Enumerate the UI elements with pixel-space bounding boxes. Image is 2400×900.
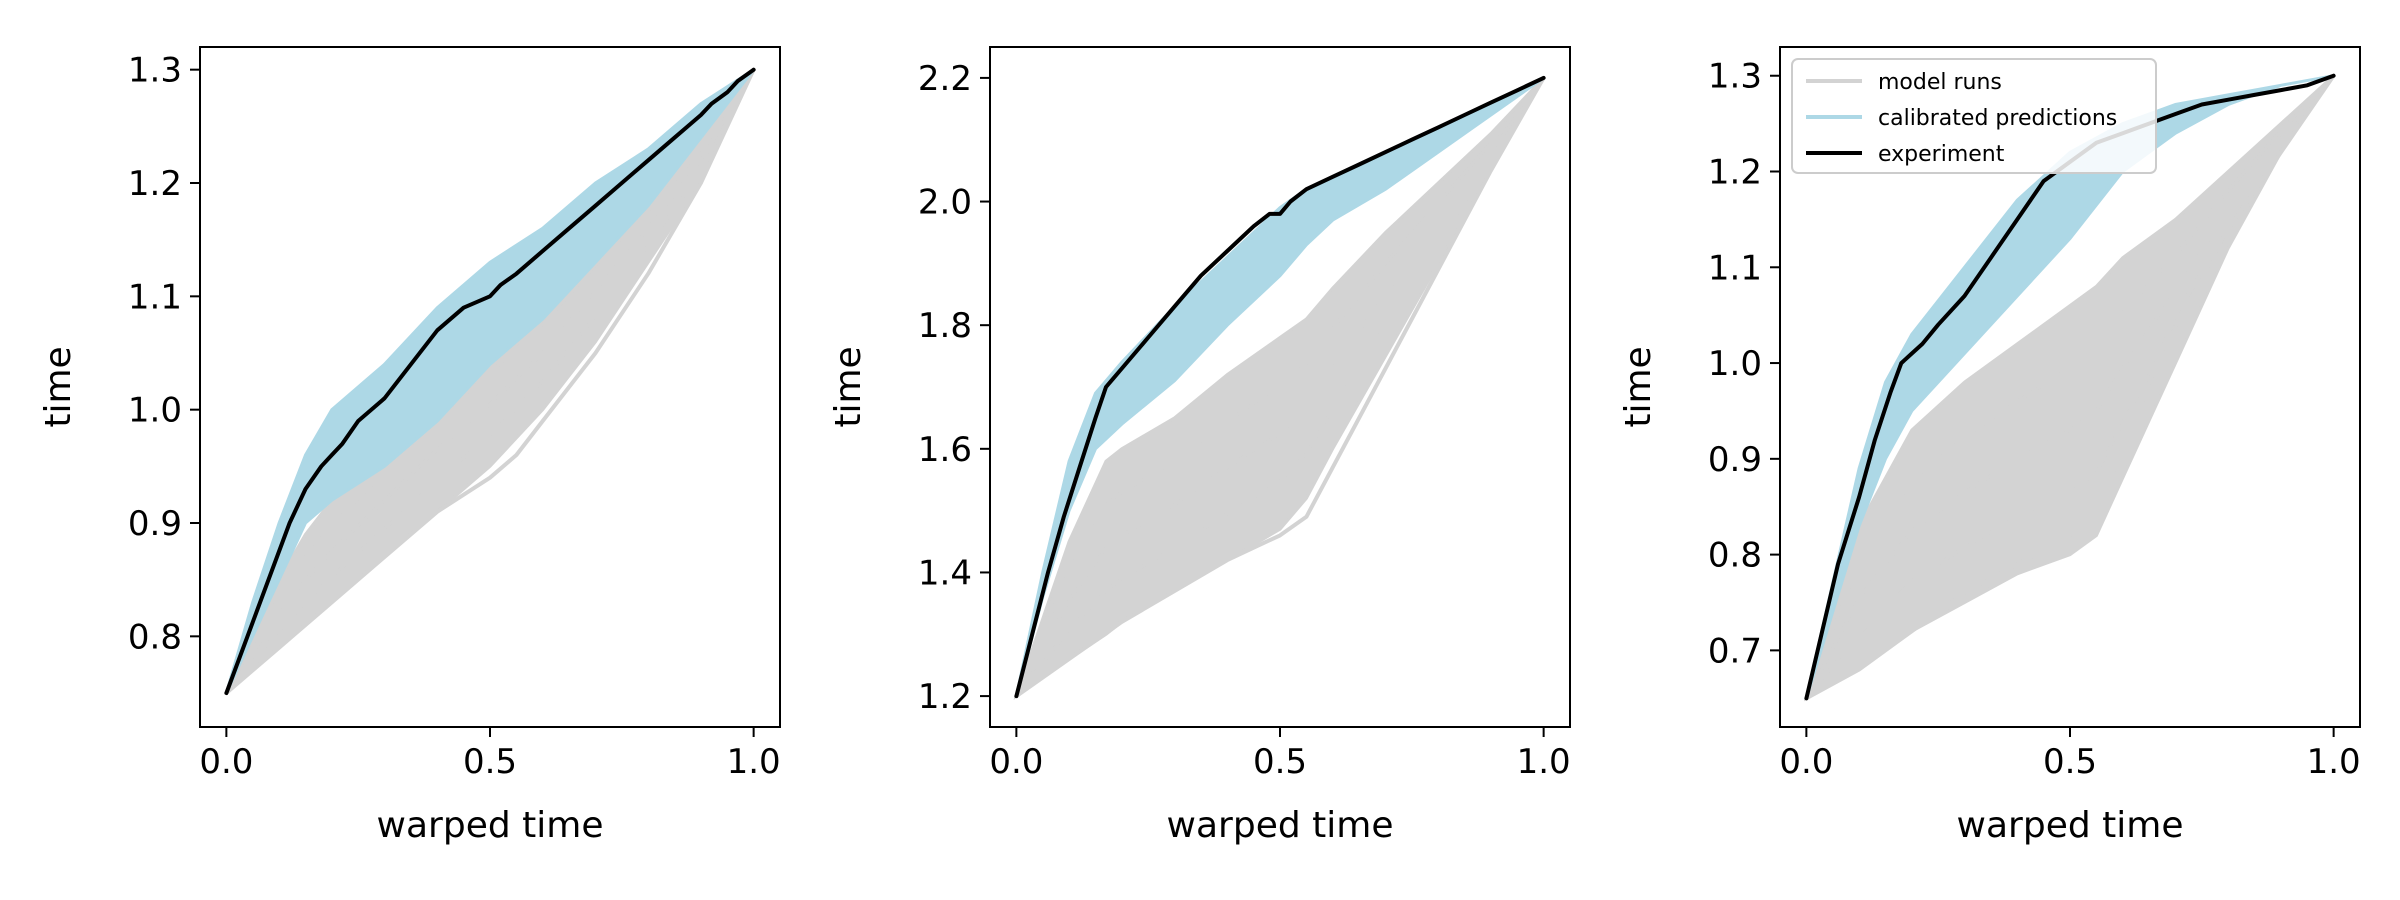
y-tick-label: 1.0 bbox=[1708, 344, 1762, 384]
plot-area bbox=[1013, 75, 1546, 700]
plot-area bbox=[1803, 73, 2336, 702]
model-run-line-2 bbox=[1804, 74, 2336, 700]
y-tick-label: 0.9 bbox=[128, 504, 182, 544]
y-axis-label: time bbox=[38, 346, 79, 427]
legend: model runs calibrated predictions experime… bbox=[1791, 58, 2157, 174]
y-tick-label: 1.2 bbox=[918, 677, 972, 717]
legend-label: model runs bbox=[1878, 70, 2002, 95]
y-tick-label: 0.8 bbox=[128, 617, 182, 657]
model-run-outlier-line bbox=[1014, 75, 1546, 699]
y-tick-label: 1.8 bbox=[918, 306, 972, 346]
x-tick-label: 0.0 bbox=[199, 742, 253, 782]
experiment-line bbox=[1804, 73, 2336, 701]
legend-label: calibrated predictions bbox=[1878, 106, 2117, 131]
y-tick-label: 1.0 bbox=[128, 391, 182, 431]
chart-panel-3: 0.0 0.5 1.0 0.7 0.8 0.9 1.0 1.1 1.2 1.3 warped tim… bbox=[1618, 46, 2361, 846]
y-tick-label: 1.6 bbox=[918, 430, 972, 470]
y-tick-label: 0.9 bbox=[1708, 440, 1762, 480]
experiment-line bbox=[224, 67, 756, 695]
x-tick-label: 0.5 bbox=[463, 742, 517, 782]
legend-label: experiment bbox=[1878, 142, 2005, 167]
model-run-line-3 bbox=[1014, 76, 1546, 698]
x-tick-label: 1.0 bbox=[727, 742, 781, 782]
plot-area bbox=[224, 67, 756, 695]
y-axis-label: time bbox=[828, 346, 869, 427]
x-tick-label: 1.0 bbox=[2307, 742, 2361, 782]
x-axis-label: warped time bbox=[1167, 805, 1394, 846]
y-tick-label: 1.3 bbox=[1708, 57, 1762, 97]
model-run-line-3 bbox=[224, 68, 756, 695]
model-run-line-1 bbox=[224, 68, 756, 695]
x-tick-label: 0.0 bbox=[989, 742, 1043, 782]
x-tick-label: 0.5 bbox=[2043, 742, 2097, 782]
legend-box bbox=[1791, 58, 2157, 174]
y-tick-label: 1.1 bbox=[1708, 248, 1762, 288]
x-axis-label: warped time bbox=[377, 805, 604, 846]
model-run-line-2 bbox=[1014, 76, 1546, 698]
x-axis-label: warped time bbox=[1957, 805, 2184, 846]
model-run-line-2 bbox=[224, 68, 756, 695]
y-tick-label: 1.3 bbox=[128, 51, 182, 91]
chart-panel-1: 0.0 0.5 1.0 0.8 0.9 1.0 1.1 1.2 1.3 warped time ti… bbox=[38, 46, 781, 846]
x-tick-label: 0.0 bbox=[1779, 742, 1833, 782]
y-axis-label: time bbox=[1618, 346, 1659, 427]
y-tick-label: 1.4 bbox=[918, 553, 972, 593]
y-tick-label: 0.7 bbox=[1708, 631, 1762, 671]
model-run-line-3 bbox=[1804, 74, 2336, 700]
chart-panel-2: 0.0 0.5 1.0 1.2 1.4 1.6 1.8 2.0 2.2 warped time ti… bbox=[828, 46, 1571, 846]
x-tick-label: 0.5 bbox=[1253, 742, 1307, 782]
y-tick-label: 1.2 bbox=[1708, 153, 1762, 193]
x-tick-label: 1.0 bbox=[1517, 742, 1571, 782]
experiment-line bbox=[1014, 75, 1546, 699]
y-tick-label: 2.0 bbox=[918, 183, 972, 223]
y-tick-label: 1.2 bbox=[128, 164, 182, 204]
model-run-line-1 bbox=[1014, 76, 1546, 698]
y-tick-label: 2.2 bbox=[918, 59, 972, 99]
model-run-outlier-line bbox=[1804, 73, 2336, 701]
model-run-outlier-line bbox=[224, 67, 756, 695]
y-tick-label: 1.1 bbox=[128, 277, 182, 317]
y-tick-label: 0.8 bbox=[1708, 536, 1762, 576]
